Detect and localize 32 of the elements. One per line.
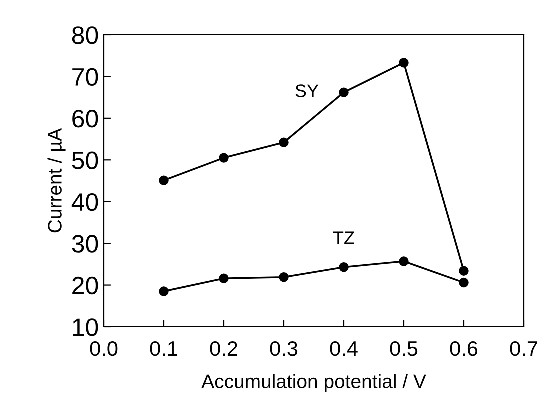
x-tick-label: 0.2 bbox=[210, 341, 238, 356]
y-tick-label: 50 bbox=[72, 152, 98, 170]
x-tick-label: 0.7 bbox=[510, 341, 538, 356]
point bbox=[339, 88, 349, 98]
point bbox=[159, 176, 169, 186]
point bbox=[459, 266, 469, 276]
point bbox=[219, 274, 229, 284]
y-tick-label: 60 bbox=[72, 110, 98, 128]
point bbox=[339, 262, 349, 272]
series-label: SY bbox=[296, 84, 319, 98]
x-tick-label: 0.6 bbox=[450, 341, 478, 356]
y-axis-title: Current / µA bbox=[48, 128, 66, 233]
x-tick-label: 0.0 bbox=[90, 341, 118, 356]
point bbox=[399, 58, 409, 68]
x-tick-label: 0.3 bbox=[270, 341, 298, 356]
x-tick-label: 0.1 bbox=[150, 341, 178, 356]
y-tick-label: 40 bbox=[72, 193, 98, 212]
series-label: TZ bbox=[333, 232, 354, 244]
point bbox=[279, 272, 289, 282]
x-tick-label: 0.5 bbox=[390, 341, 418, 356]
y-tick-label: 30 bbox=[72, 235, 98, 253]
point bbox=[159, 286, 169, 296]
point bbox=[399, 256, 409, 266]
x-tick-label: 0.4 bbox=[330, 341, 358, 356]
y-tick-label: 80 bbox=[72, 26, 98, 44]
point bbox=[459, 278, 469, 288]
point bbox=[279, 138, 289, 148]
point bbox=[219, 153, 229, 163]
y-tick-label: 70 bbox=[72, 68, 98, 86]
y-tick-label: 20 bbox=[72, 276, 98, 295]
x-axis-title: Accumulation potential / V bbox=[202, 374, 426, 392]
y-tick-label: 10 bbox=[73, 318, 98, 336]
